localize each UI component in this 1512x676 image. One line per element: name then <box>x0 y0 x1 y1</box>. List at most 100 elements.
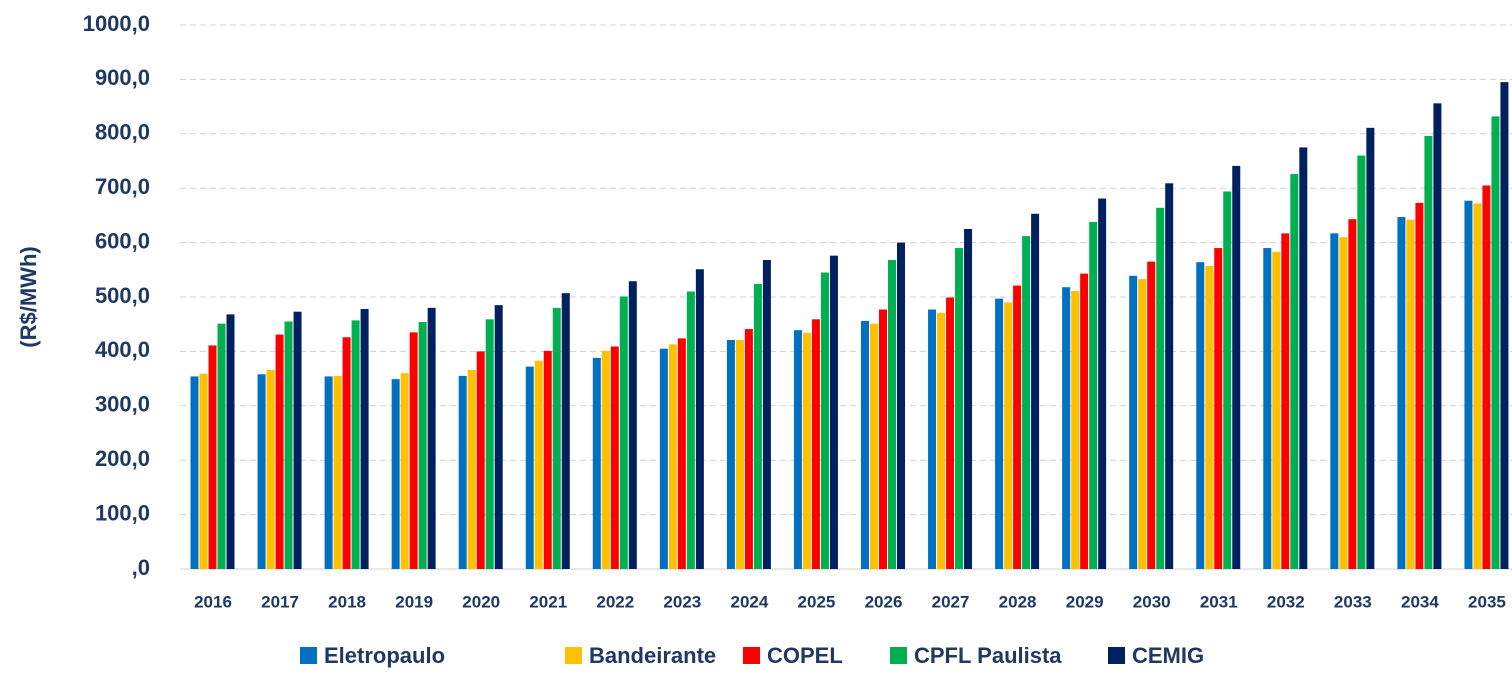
bar <box>1491 116 1500 569</box>
bar <box>1272 251 1281 569</box>
bar <box>1098 198 1107 569</box>
bar <box>293 311 302 569</box>
bar <box>342 337 351 569</box>
bar <box>1062 287 1071 569</box>
bar <box>820 272 829 569</box>
bar <box>928 309 937 569</box>
bar <box>427 307 436 569</box>
x-tick-label: 2031 <box>1200 592 1238 611</box>
bar <box>561 293 570 569</box>
bar <box>494 305 503 569</box>
legend-label: Eletropaulo <box>324 643 445 668</box>
bar <box>610 346 619 569</box>
bar <box>409 332 418 569</box>
bar <box>190 376 199 569</box>
x-tick-label: 2019 <box>395 592 433 611</box>
bar <box>668 344 677 569</box>
bar <box>418 322 427 569</box>
y-tick-label: 800,0 <box>95 120 150 145</box>
y-tick-label: ,0 <box>132 555 150 580</box>
bar <box>1357 155 1366 569</box>
bar <box>753 283 762 569</box>
bar <box>1433 103 1442 569</box>
bar <box>619 296 628 569</box>
bar <box>870 323 878 569</box>
bar <box>879 309 887 569</box>
bar <box>1156 207 1165 569</box>
y-tick-label: 900,0 <box>95 65 150 90</box>
x-tick-label: 2020 <box>462 592 500 611</box>
bar <box>659 348 668 569</box>
bar <box>946 297 955 569</box>
bar <box>1013 285 1022 569</box>
bar <box>793 330 802 569</box>
bar <box>695 269 704 569</box>
bar <box>1290 174 1299 569</box>
bar <box>1138 279 1147 569</box>
bar <box>1482 185 1491 570</box>
bar <box>1330 233 1339 570</box>
bar <box>1129 275 1138 569</box>
bar <box>1366 127 1375 569</box>
bar <box>1424 135 1433 569</box>
bar <box>1339 237 1348 569</box>
bar <box>1473 203 1482 569</box>
bar <box>525 366 534 569</box>
x-tick-label: 2025 <box>798 592 836 611</box>
bar <box>467 369 476 569</box>
bar <box>829 255 838 569</box>
bar <box>726 339 735 569</box>
bar <box>391 379 400 569</box>
bar <box>686 291 695 569</box>
y-axis-title: (R$/MWh) <box>16 246 41 347</box>
bar <box>351 320 360 569</box>
bar <box>1022 236 1031 569</box>
x-tick-label: 2026 <box>865 592 903 611</box>
bar <box>485 319 494 569</box>
bar <box>964 229 973 569</box>
y-tick-label: 600,0 <box>95 228 150 253</box>
bar <box>1500 82 1509 570</box>
bar <box>552 307 561 569</box>
bar <box>1299 147 1308 569</box>
bar <box>1196 262 1205 569</box>
bar <box>897 242 905 569</box>
bar <box>1205 265 1214 569</box>
x-tick-label: 2027 <box>932 592 970 611</box>
x-tick-label: 2035 <box>1468 592 1506 611</box>
bar <box>677 338 686 569</box>
bar <box>257 374 266 569</box>
bar <box>1263 248 1272 570</box>
bar <box>360 308 369 569</box>
bar <box>458 375 467 569</box>
bar <box>400 373 409 569</box>
y-tick-label: 400,0 <box>95 337 150 362</box>
bar <box>543 350 552 569</box>
bar <box>861 320 869 569</box>
bar <box>811 319 820 569</box>
bar <box>1406 219 1415 569</box>
legend-swatch <box>300 647 317 664</box>
bar <box>1089 221 1098 570</box>
bar <box>1397 217 1406 570</box>
bar <box>333 375 342 569</box>
x-tick-label: 2022 <box>596 592 634 611</box>
bar <box>534 360 543 569</box>
x-tick-label: 2033 <box>1334 592 1372 611</box>
x-tick-label: 2018 <box>328 592 366 611</box>
bar <box>1348 219 1357 569</box>
bar <box>601 350 610 569</box>
bar <box>735 339 744 569</box>
x-tick-label: 2034 <box>1401 592 1439 611</box>
y-tick-label: 300,0 <box>95 392 150 417</box>
legend-swatch <box>890 647 907 664</box>
bar <box>1415 202 1424 569</box>
bar <box>762 260 771 569</box>
bar <box>937 312 946 569</box>
y-tick-label: 1000,0 <box>83 11 150 36</box>
legend-label: CEMIG <box>1132 643 1204 668</box>
bar <box>284 321 293 569</box>
bar <box>1165 183 1174 569</box>
x-tick-label: 2029 <box>1066 592 1104 611</box>
